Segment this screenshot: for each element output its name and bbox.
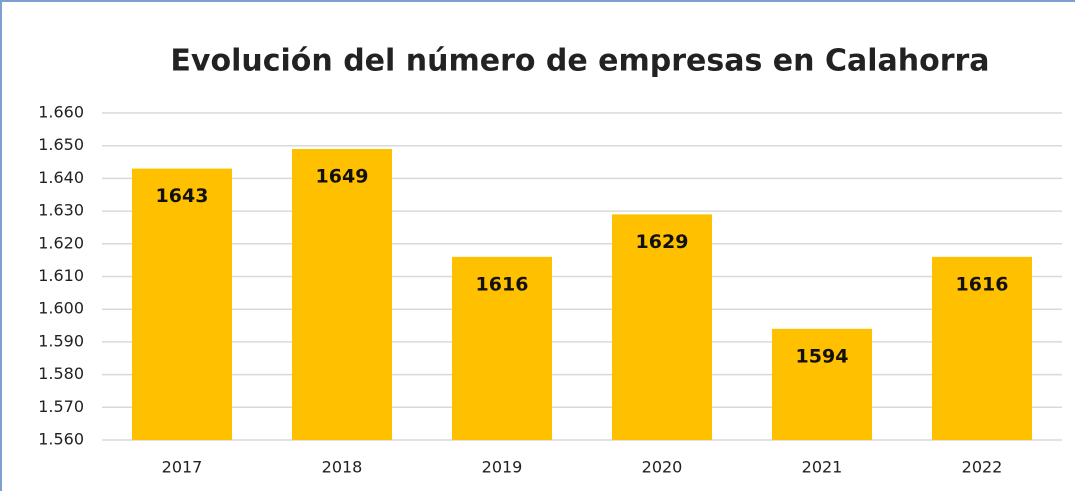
data-label: 1594 xyxy=(796,345,849,367)
x-tick-label: 2022 xyxy=(962,458,1003,477)
y-tick-label: 1.640 xyxy=(38,168,84,187)
x-tick-label: 2020 xyxy=(642,458,683,477)
chart-title: Evolución del número de empresas en Cala… xyxy=(170,44,989,79)
y-tick-label: 1.600 xyxy=(38,299,84,318)
bar xyxy=(612,214,712,440)
y-tick-label: 1.620 xyxy=(38,233,84,252)
data-label: 1616 xyxy=(476,273,529,295)
data-label: 1649 xyxy=(316,165,369,187)
data-label: 1643 xyxy=(156,185,209,207)
y-tick-label: 1.660 xyxy=(38,103,84,122)
y-tick-label: 1.570 xyxy=(38,397,84,416)
bar xyxy=(772,328,872,440)
bar xyxy=(292,148,392,440)
y-tick-label: 1.630 xyxy=(38,201,84,220)
data-label: 1629 xyxy=(636,231,689,253)
y-tick-label: 1.580 xyxy=(38,364,84,383)
y-tick-label: 1.560 xyxy=(38,430,84,449)
x-tick-label: 2021 xyxy=(802,458,843,477)
x-tick-label: 2018 xyxy=(322,458,363,477)
y-tick-label: 1.590 xyxy=(38,331,84,350)
x-tick-label: 2019 xyxy=(482,458,523,477)
bar xyxy=(132,168,232,440)
bar xyxy=(932,256,1032,440)
y-tick-label: 1.650 xyxy=(38,135,84,154)
bar xyxy=(452,256,552,440)
y-tick-label: 1.610 xyxy=(38,266,84,285)
data-label: 1616 xyxy=(956,273,1009,295)
x-tick-label: 2017 xyxy=(162,458,203,477)
